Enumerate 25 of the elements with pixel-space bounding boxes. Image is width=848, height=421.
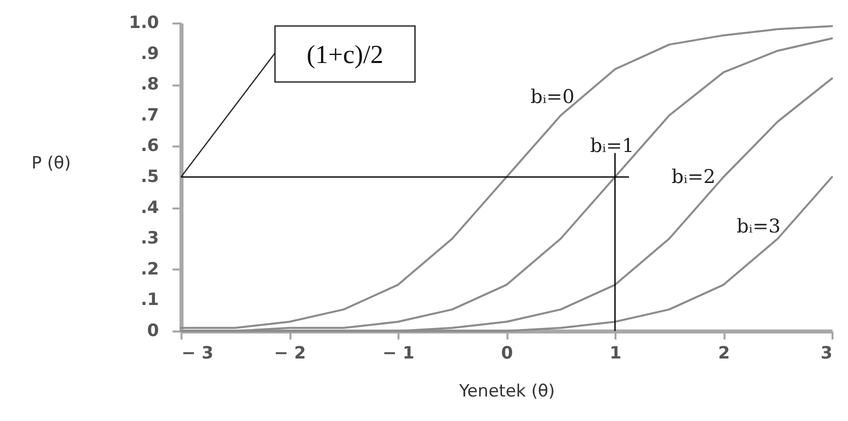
- y-tick-label: .8: [140, 74, 159, 95]
- annotation: bᵢ=0: [530, 86, 574, 108]
- x-axis-title: Yenetek (θ): [458, 382, 555, 402]
- x-tick-label: − 3: [182, 344, 214, 364]
- x-tick-label: 2: [718, 344, 730, 364]
- x-tick-label: 1: [610, 344, 622, 364]
- x-tick-label: 3: [820, 344, 832, 364]
- x-tick-label: 0: [501, 344, 514, 364]
- y-tick-label: .9: [140, 44, 159, 64]
- x-tick-label: − 2: [274, 344, 306, 364]
- y-tick-label: .3: [140, 228, 159, 249]
- annotation: bᵢ=3: [736, 215, 781, 238]
- y-tick-label: .5: [140, 167, 159, 187]
- annotation: bᵢ=2: [672, 166, 716, 188]
- x-tick-label: − 1: [382, 344, 414, 364]
- y-tick-label: .1: [140, 290, 159, 310]
- y-axis-title: P (θ): [32, 154, 71, 174]
- y-tick-label: .2: [140, 259, 159, 280]
- y-tick-label: .6: [140, 136, 159, 156]
- y-tick-label: 0: [147, 321, 160, 341]
- y-tick-label: .7: [140, 105, 159, 126]
- annotation: bᵢ=1: [590, 135, 634, 158]
- y-tick-label: .4: [140, 198, 160, 218]
- annotation: (1+c)/2: [306, 40, 384, 69]
- y-tick-label: 1.0: [128, 13, 160, 33]
